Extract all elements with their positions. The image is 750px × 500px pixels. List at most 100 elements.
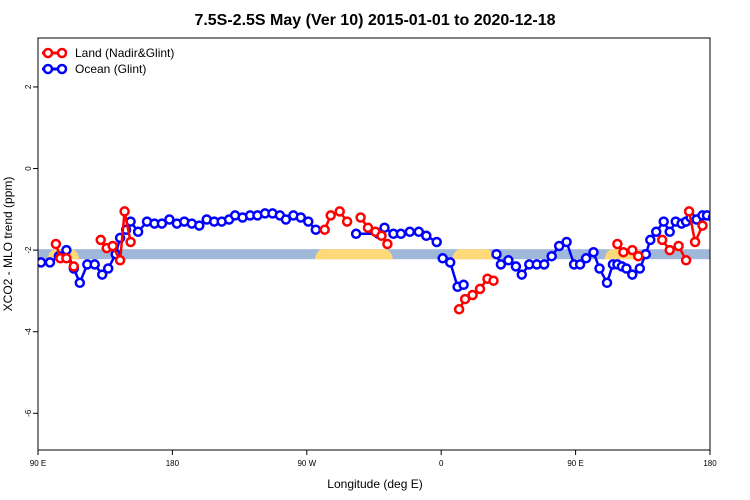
ocean-point: [379, 222, 390, 233]
ocean-point: [102, 263, 114, 274]
land-point: [633, 250, 644, 262]
ocean-point: [650, 226, 662, 238]
land-point: [50, 238, 62, 250]
land-point: [680, 255, 692, 266]
y-axis-label: XCO2 - MLO trend (ppm): [1, 177, 15, 312]
ocean-point: [444, 257, 456, 268]
land-point: [459, 293, 471, 305]
land-point: [467, 289, 478, 301]
land-point: [382, 238, 393, 250]
ocean-point: [627, 269, 638, 280]
y-tick-label: 0: [24, 166, 33, 171]
ocean-point: [621, 263, 632, 274]
land-point: [612, 238, 623, 250]
x-tick-label: 90 E: [567, 459, 583, 468]
ocean-point: [491, 248, 502, 260]
land-point: [689, 236, 701, 248]
ocean-point: [164, 214, 175, 225]
series-layer: [38, 206, 723, 315]
land-point: [341, 216, 353, 227]
ocean-point: [89, 259, 100, 270]
ocean-point: [503, 255, 514, 266]
land-point: [125, 236, 136, 248]
ocean-point: [516, 269, 528, 280]
ocean-point: [561, 236, 572, 248]
ocean-point: [574, 259, 586, 270]
land-point: [376, 230, 387, 242]
x-tick-label: 90 E: [30, 459, 46, 468]
legend-ocean-label: Ocean (Glint): [75, 62, 146, 76]
land-point: [119, 206, 130, 217]
ocean-point: [634, 263, 646, 274]
ocean-point: [156, 218, 168, 229]
chart-title: 7.5S-2.5S May (Ver 10) 2015-01-01 to 202…: [194, 12, 555, 29]
x-axis-label: Longitude (deg E): [327, 477, 422, 491]
legend-land-marker: [42, 47, 54, 59]
land-point: [697, 220, 708, 231]
ocean-point: [413, 226, 425, 238]
land-series: [50, 206, 708, 315]
land-point: [107, 240, 118, 252]
ocean-point: [421, 230, 432, 242]
ocean-point: [280, 214, 292, 225]
land-point: [474, 283, 486, 295]
legend-ocean-marker: [42, 63, 54, 75]
land-band-segment: [452, 249, 495, 260]
ocean-point: [303, 216, 314, 227]
ocean-point: [458, 279, 469, 291]
ocean-point: [295, 212, 307, 223]
land-point: [664, 244, 675, 256]
x-tick-label: 0: [439, 459, 444, 468]
ocean-point: [664, 226, 675, 238]
land-point: [319, 224, 330, 235]
ocean-point: [538, 259, 550, 270]
y-tick-label: -4: [24, 328, 33, 336]
ocean-point: [715, 209, 723, 217]
legend-ocean-marker: [56, 63, 68, 75]
ocean-point: [96, 269, 108, 280]
land-point: [61, 253, 72, 264]
legend-land-marker: [56, 47, 68, 59]
land-point: [683, 206, 695, 217]
land-point: [618, 246, 629, 258]
ocean-point: [395, 228, 407, 240]
ocean-point: [74, 277, 86, 289]
ocean-point: [588, 246, 599, 258]
y-tick-label: -2: [24, 246, 33, 254]
land-point: [355, 212, 366, 223]
ocean-point: [658, 216, 669, 227]
land-band-segment: [314, 249, 393, 260]
y-tick-label: -6: [24, 409, 33, 417]
plot-frame: [37, 37, 711, 451]
ocean-point: [495, 259, 507, 270]
ocean-point: [546, 250, 557, 262]
land-point: [325, 210, 336, 221]
legend: Land (Nadir&Glint) Ocean (Glint): [42, 46, 174, 76]
ocean-point: [194, 220, 205, 231]
ocean-point: [437, 253, 448, 264]
ocean-point: [645, 234, 656, 246]
land-point: [362, 222, 374, 233]
legend-land-label: Land (Nadir&Glint): [75, 46, 174, 60]
ocean-point: [510, 261, 522, 272]
land-point: [68, 261, 80, 272]
land-point: [656, 234, 668, 246]
ocean-point: [431, 236, 442, 248]
land-point: [488, 275, 499, 286]
land-point: [114, 255, 126, 266]
land-point: [673, 240, 684, 252]
land-point: [627, 244, 638, 256]
x-tick-label: 180: [703, 459, 717, 468]
ocean-point: [601, 277, 613, 289]
ocean-point: [132, 226, 144, 238]
land-point: [453, 304, 465, 315]
ocean-point: [44, 257, 56, 268]
y-tick-label: 2: [24, 84, 33, 89]
reference-band: [38, 249, 710, 260]
ocean-point: [594, 263, 605, 274]
ocean-point: [350, 228, 362, 240]
x-tick-label: 90 W: [297, 459, 316, 468]
ocean-point: [61, 244, 72, 256]
ocean-point: [404, 226, 416, 238]
